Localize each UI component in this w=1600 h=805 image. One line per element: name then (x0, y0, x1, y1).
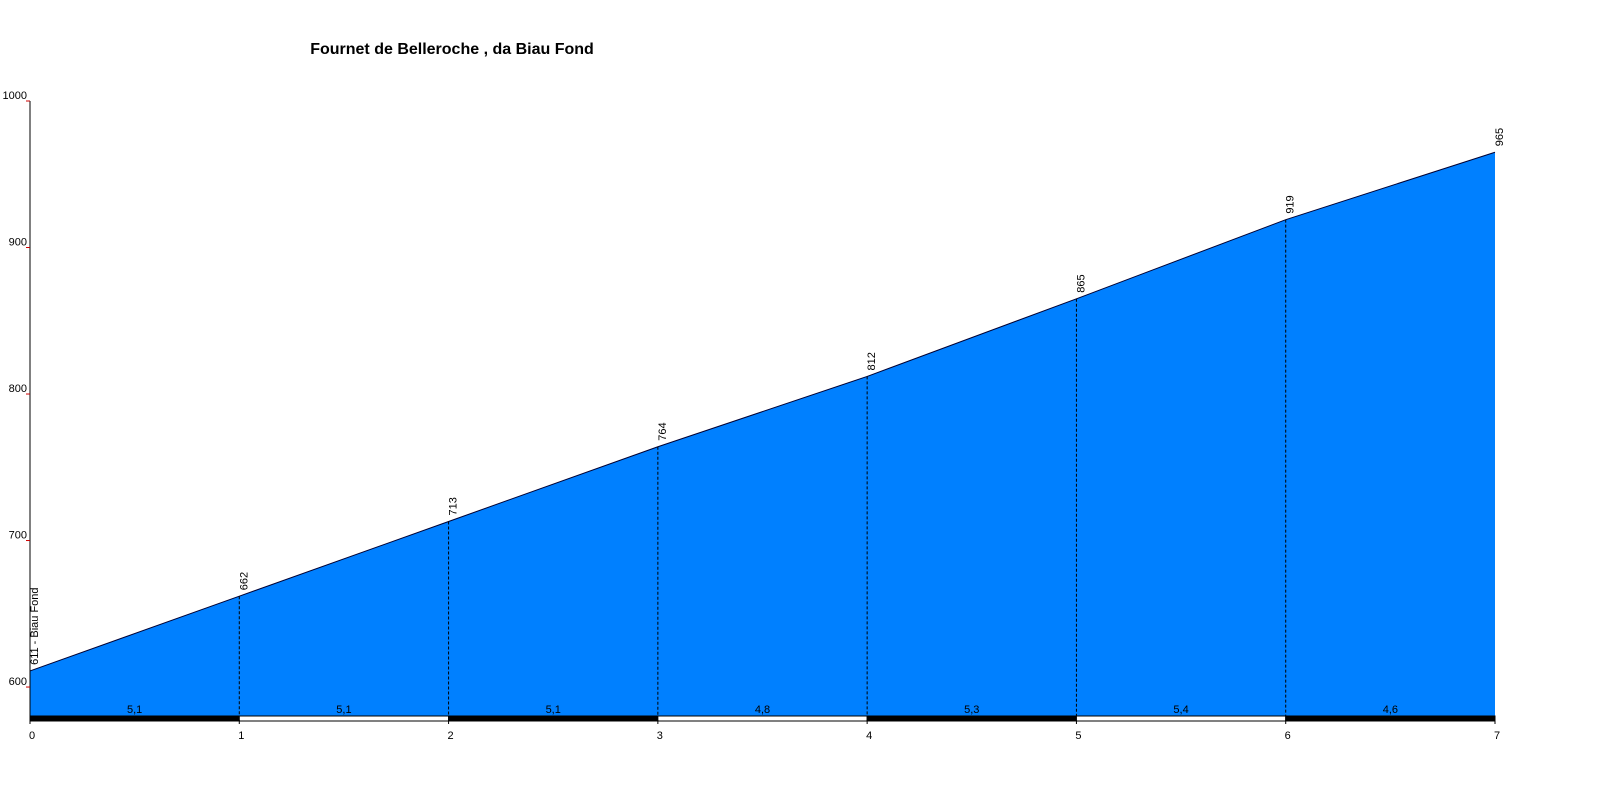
gradient-label: 4,6 (1383, 704, 1398, 716)
chart-title: Fournet de Belleroche , da Biau Fond (310, 41, 594, 58)
value-label: 812 (866, 352, 878, 370)
y-tick-label: 600 (9, 676, 27, 688)
x-tick-label: 1 (238, 730, 244, 742)
area-fill (30, 152, 1495, 721)
gradient-strip (29, 715, 240, 722)
x-tick-label: 0 (29, 730, 35, 742)
profile-line (29, 151, 1496, 672)
value-label: 764 (657, 422, 669, 440)
gradient-strip (866, 715, 1077, 722)
y-tick-label: 700 (9, 530, 27, 542)
value-label: 965 (1494, 128, 1506, 146)
value-label: 865 (1075, 274, 1087, 292)
gradient-label: 5,3 (964, 704, 979, 716)
y-tick-label: 800 (9, 383, 27, 395)
x-tick-label: 4 (866, 730, 872, 742)
value-label: 662 (238, 572, 250, 590)
gradient-strip (1285, 715, 1496, 722)
x-tick-label: 3 (657, 730, 663, 742)
x-tick-label: 5 (1075, 730, 1081, 742)
x-tick-label: 6 (1285, 730, 1291, 742)
value-label: 713 (448, 497, 460, 515)
gradient-label: 5,1 (127, 704, 142, 716)
gradient-strip (448, 715, 659, 722)
gradient-strip (1075, 715, 1287, 722)
value-label: 611 - Biau Fond (29, 587, 41, 664)
gradient-label: 5,1 (336, 704, 351, 716)
y-tick-label: 1000 (3, 90, 27, 102)
gradient-strip (238, 715, 450, 722)
gradient-strip (657, 715, 868, 722)
x-tick-label: 7 (1494, 730, 1500, 742)
y-tick-label: 900 (9, 237, 27, 249)
value-label: 919 (1285, 195, 1297, 213)
gradient-label: 5,4 (1173, 704, 1188, 716)
x-tick-label: 2 (448, 730, 454, 742)
gradient-label: 4,8 (755, 704, 770, 716)
gradient-label: 5,1 (546, 704, 561, 716)
